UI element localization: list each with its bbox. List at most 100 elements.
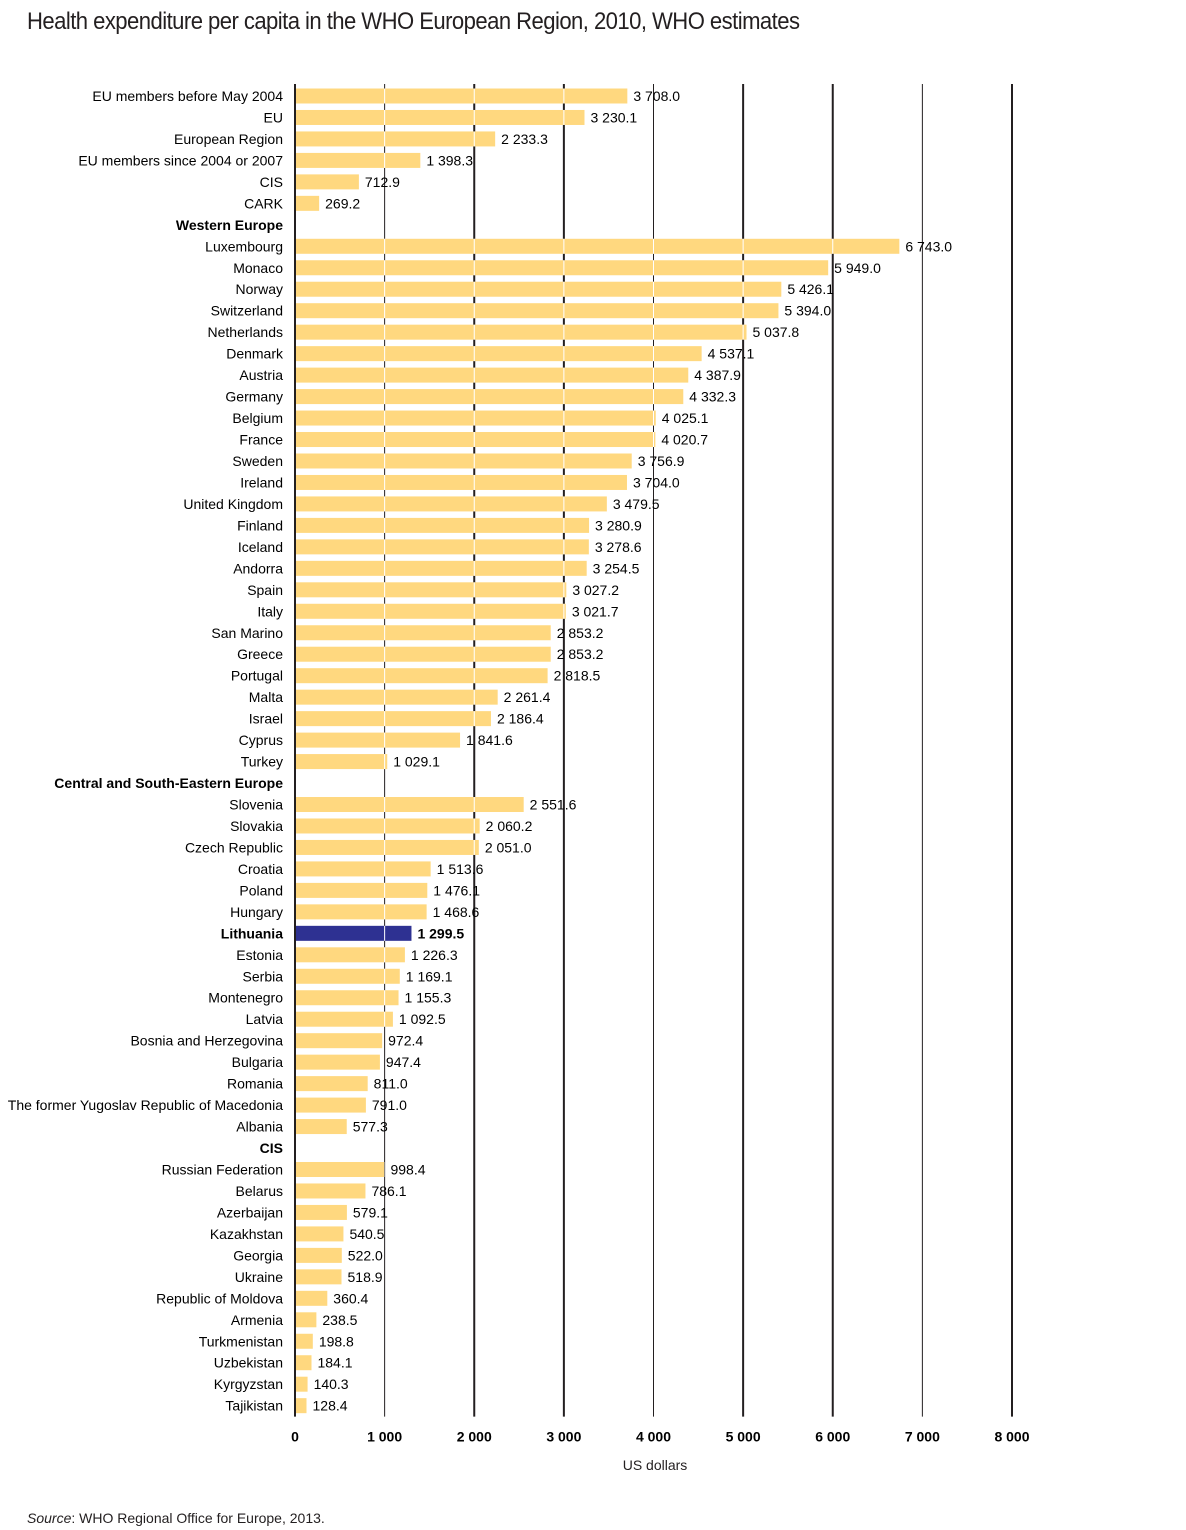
value-label: 3 708.0 [633, 88, 680, 104]
value-label: 3 254.5 [593, 560, 640, 576]
category-label: European Region [174, 131, 283, 147]
value-label: 1 092.5 [399, 1011, 446, 1027]
category-label: Russian Federation [162, 1162, 283, 1178]
category-label: Romania [227, 1076, 283, 1092]
bar [296, 432, 656, 448]
value-label: 1 155.3 [405, 990, 452, 1006]
category-label: San Marino [211, 625, 283, 641]
bar [296, 1398, 307, 1414]
bar [296, 1162, 385, 1177]
category-label: Armenia [231, 1312, 283, 1328]
bar [296, 389, 684, 405]
category-label: Serbia [243, 968, 284, 984]
bar [296, 195, 320, 211]
category-label: Italy [257, 603, 283, 619]
category-label: Tajikistan [225, 1398, 283, 1414]
bar [296, 109, 585, 125]
bar [296, 625, 551, 641]
bar [296, 1226, 344, 1242]
category-label: Bosnia and Herzegovina [130, 1033, 283, 1049]
chart-title: Health expenditure per capita in the WHO… [27, 8, 800, 35]
bar [296, 324, 747, 340]
category-labels: EU members before May 2004 EU European Reg… [8, 88, 284, 1414]
category-label: Ireland [240, 474, 283, 490]
x-tick-label: 1 000 [367, 1429, 402, 1445]
value-label: 5 394.0 [784, 303, 831, 319]
category-label: Hungary [230, 904, 283, 920]
value-label: 2 551.6 [530, 797, 577, 813]
value-label: 238.5 [322, 1312, 357, 1328]
bar [296, 88, 628, 104]
category-label: Malta [249, 689, 283, 705]
value-label: 2 818.5 [554, 668, 601, 684]
value-label: 2 186.4 [497, 711, 544, 727]
value-label: 4 537.1 [708, 346, 755, 362]
value-label: 1 029.1 [393, 754, 440, 770]
category-label: Iceland [238, 539, 283, 555]
value-label: 3 756.9 [638, 453, 685, 469]
value-label: 1 299.5 [417, 925, 464, 941]
value-label: 998.4 [390, 1162, 425, 1178]
bar [296, 453, 632, 469]
x-tick-label: 8 000 [994, 1429, 1029, 1445]
category-label: Germany [225, 389, 283, 405]
bar [296, 303, 779, 319]
category-label: Belgium [232, 410, 283, 426]
bar [296, 797, 524, 813]
value-label: 4 025.1 [662, 410, 709, 426]
category-label: EU members since 2004 or 2007 [78, 152, 283, 168]
value-label: 5 426.1 [787, 281, 834, 297]
bar [296, 346, 702, 362]
category-label: Finland [237, 517, 283, 533]
category-label: Norway [236, 281, 283, 297]
value-label: 1 476.1 [433, 882, 480, 898]
value-label: 579.1 [353, 1204, 388, 1220]
value-label: 3 027.2 [572, 582, 619, 598]
x-tick-label: 3 000 [546, 1429, 581, 1445]
bar [296, 839, 479, 855]
bar [296, 1076, 368, 1092]
value-label: 2 261.4 [504, 689, 551, 705]
bar [296, 904, 427, 920]
category-label: Belarus [236, 1183, 283, 1199]
bar [296, 1269, 342, 1285]
category-label: Israel [249, 711, 283, 727]
category-label: CIS [260, 174, 283, 190]
value-label: 3 230.1 [590, 109, 637, 125]
category-label: Ukraine [235, 1269, 283, 1285]
bar [296, 1054, 380, 1070]
bar [296, 861, 431, 877]
bar [296, 689, 498, 705]
category-label: Czech Republic [185, 839, 283, 855]
x-tick-label: 7 000 [905, 1429, 940, 1445]
value-label: 811.0 [374, 1076, 408, 1092]
value-label: 1 841.6 [466, 732, 513, 748]
value-label: 5 949.0 [834, 260, 881, 276]
bar [296, 754, 388, 770]
bar [296, 582, 567, 598]
bar [296, 174, 359, 190]
bar [296, 968, 400, 984]
category-label: CARK [244, 195, 284, 211]
bar [296, 1355, 312, 1371]
category-label: Georgia [233, 1247, 283, 1263]
bar [296, 260, 829, 276]
x-tick-label: 0 [291, 1429, 299, 1445]
category-label: Spain [247, 582, 283, 598]
value-label: 3 280.9 [595, 517, 642, 533]
value-label: 3 479.5 [613, 496, 660, 512]
category-label: Uzbekistan [214, 1355, 283, 1371]
x-tick-label: 5 000 [726, 1429, 761, 1445]
category-label: Switzerland [211, 303, 283, 319]
bar [296, 603, 566, 619]
x-tick-label: 4 000 [636, 1429, 671, 1445]
category-label: Denmark [226, 346, 284, 362]
value-label: 6 743.0 [905, 238, 952, 254]
bar [296, 668, 548, 684]
bar [296, 882, 428, 898]
value-label: 1 169.1 [406, 968, 453, 984]
value-label: 522.0 [348, 1247, 383, 1263]
x-axis-label: US dollars [622, 1456, 688, 1473]
bar [296, 1333, 313, 1349]
bar [296, 1290, 328, 1306]
